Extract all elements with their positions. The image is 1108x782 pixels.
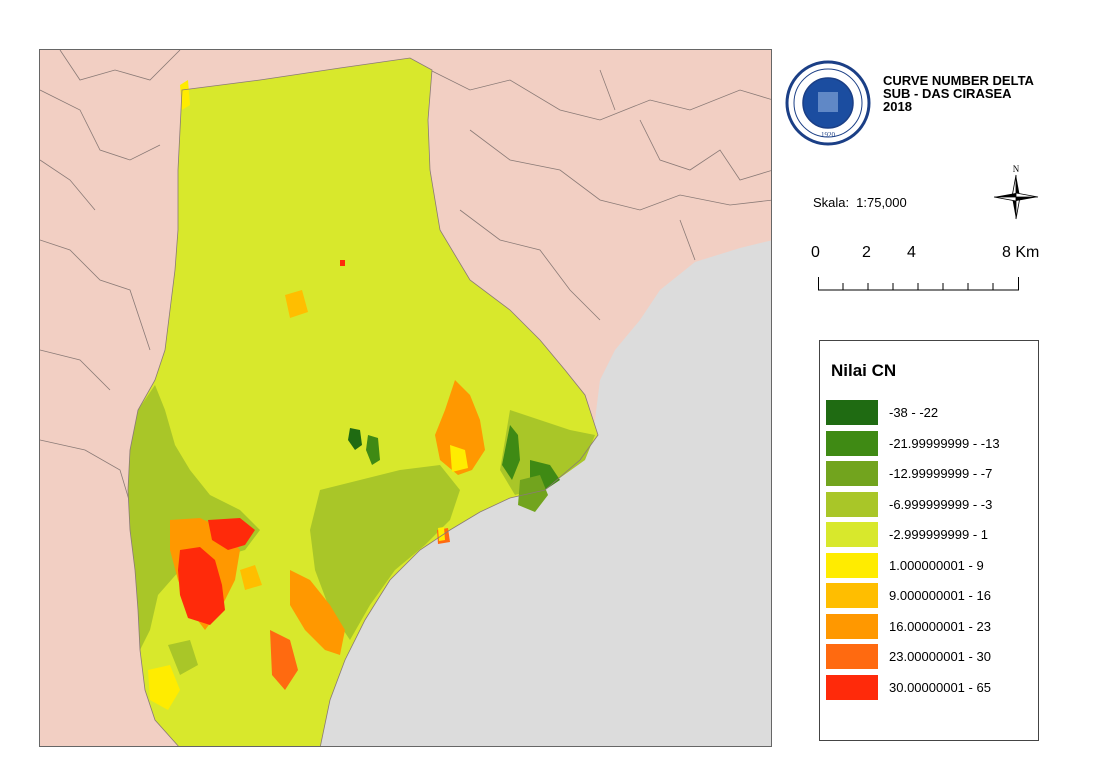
cn-orange-south2 (270, 630, 298, 690)
map-frame[interactable] (39, 49, 772, 747)
scalebar-tick-8: 8 Km (1002, 244, 1040, 261)
cn-yellow-center (450, 445, 468, 472)
legend-swatch (826, 461, 878, 486)
cn-yellow-sw (148, 665, 180, 710)
title-line-2: SUB - DAS CIRASEA (883, 86, 1012, 101)
legend-swatch (826, 491, 878, 517)
cn-orange-south (290, 570, 345, 655)
legend-item: -2.999999999 - 1 (826, 522, 1036, 547)
legend-label: 30.00000001 - 65 (889, 679, 991, 695)
legend-swatch (826, 430, 878, 456)
cn-yellow-north (180, 80, 190, 110)
legend-label: 16.00000001 - 23 (889, 618, 991, 634)
cn-green-sw (168, 640, 198, 675)
legend-item: -12.99999999 - -7 (826, 461, 1036, 486)
cn-orange-dot3 (240, 565, 262, 590)
cn-darkgreen-mid (348, 428, 362, 450)
legend-swatch (826, 583, 878, 608)
legend: Nilai CN -38 - -22 -21.99999999 - -13 -12.… (819, 340, 1039, 741)
legend-item: 30.00000001 - 65 (826, 674, 1036, 700)
cn-green-lobe (518, 475, 548, 512)
cn-orange-center (435, 380, 485, 475)
cn-yellow-dot1 (438, 527, 445, 541)
cn-green-east (500, 410, 595, 495)
legend-swatch (826, 400, 878, 425)
north-label: N (1013, 164, 1020, 174)
legend-swatch (826, 674, 878, 700)
cn-green-west (128, 385, 260, 650)
cn-red-dot1 (340, 260, 345, 266)
north-arrow-icon: N (993, 164, 1039, 220)
scalebar-tick-4: 4 (907, 244, 916, 261)
admin-boundaries (40, 50, 771, 521)
cn-red-west2 (208, 518, 255, 550)
scalebar-tick-2: 2 (862, 244, 871, 261)
legend-label: -12.99999999 - -7 (889, 466, 993, 481)
scalebar-tick-0: 0 (811, 244, 820, 261)
legend-item: -21.99999999 - -13 (826, 430, 1036, 456)
scale-bar: 0 2 4 8 Km (808, 244, 1048, 294)
cn-darkgreen-east (502, 425, 520, 480)
scale-text: Skala: 1:75,000 (813, 195, 907, 210)
legend-label: -6.999999999 - -3 (889, 496, 993, 512)
legend-label: 23.00000001 - 30 (889, 649, 991, 664)
map-title: CURVE NUMBER DELTA SUB - DAS CIRASEA 201… (883, 74, 1034, 113)
scale-label: Skala: (813, 195, 850, 210)
title-line-3: 2018 (883, 99, 912, 114)
legend-item: 1.000000001 - 9 (826, 552, 1036, 578)
legend-swatch (826, 644, 878, 669)
itb-seal-icon: 1920 (785, 60, 871, 146)
logo-year: 1920 (821, 131, 836, 139)
legend-title: Nilai CN (831, 361, 897, 380)
cn-red-west (178, 547, 225, 625)
title-line-1: CURVE NUMBER DELTA (883, 73, 1034, 88)
map-canvas[interactable] (40, 50, 772, 747)
legend-label: -21.99999999 - -13 (889, 435, 1000, 451)
legend-swatch (826, 522, 878, 547)
scale-value: 1:75,000 (856, 195, 907, 210)
legend-item: -38 - -22 (826, 400, 1036, 425)
legend-item: -6.999999999 - -3 (826, 491, 1036, 517)
cn-green-central (310, 465, 460, 640)
legend-item: 23.00000001 - 30 (826, 644, 1036, 669)
legend-label: -2.999999999 - 1 (889, 527, 989, 542)
legend-swatch (826, 552, 878, 578)
legend-label: -38 - -22 (889, 405, 939, 420)
legend-item: 9.000000001 - 16 (826, 583, 1036, 608)
cn-darkgreen-mid2 (366, 435, 380, 465)
legend-swatch (826, 613, 878, 639)
legend-label: 1.000000001 - 9 (889, 557, 984, 573)
watershed-outline (127, 57, 599, 746)
legend-label: 9.000000001 - 16 (889, 588, 991, 603)
cn-orange-dot2 (285, 290, 308, 318)
legend-item: 16.00000001 - 23 (826, 613, 1036, 639)
scalebar-graphic (818, 277, 1019, 291)
